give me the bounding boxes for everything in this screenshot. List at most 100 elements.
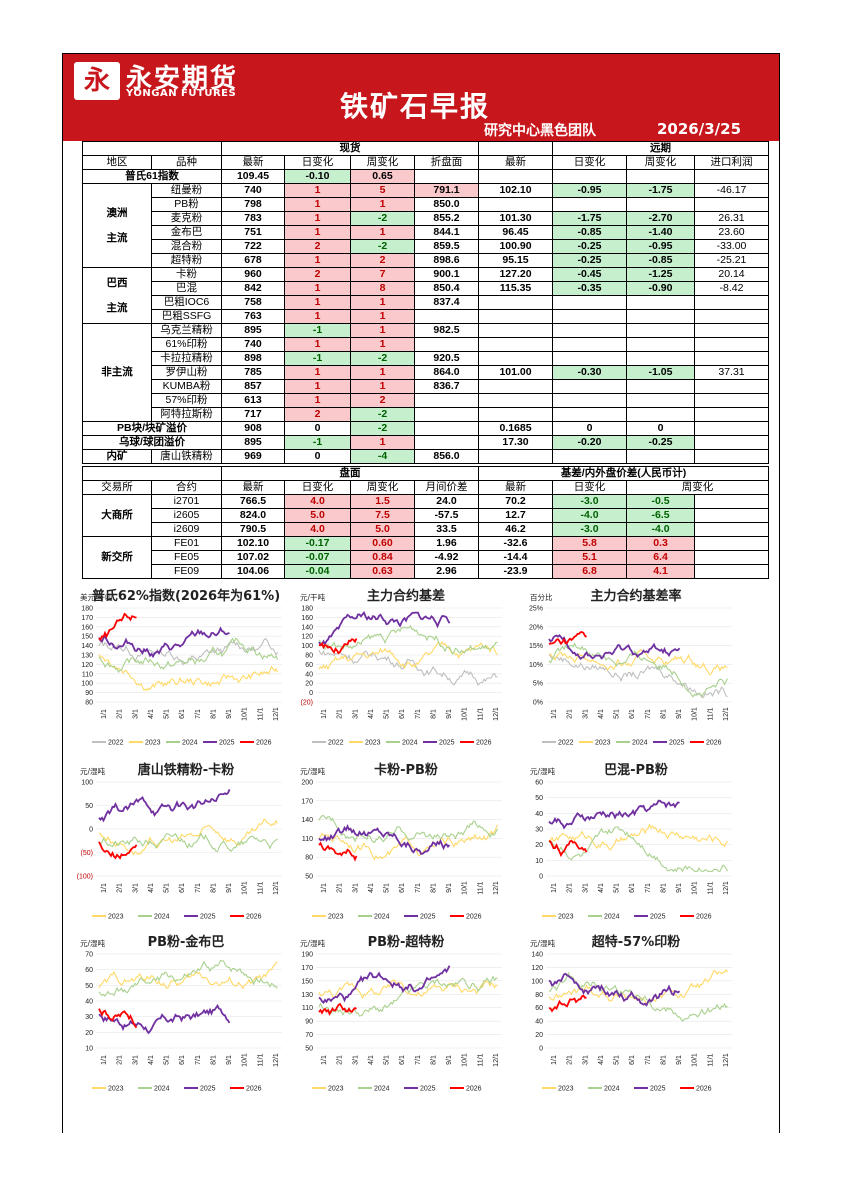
premium-week-change: 1 xyxy=(350,435,415,450)
column-header: 地区 xyxy=(82,155,152,170)
forward-day-change: -0.25 xyxy=(552,253,627,268)
y-tick-label: 0 xyxy=(539,874,543,881)
legend-label: 2025 xyxy=(439,740,455,747)
contract-code: i2605 xyxy=(151,508,222,523)
x-tick-label: 11/1 xyxy=(707,1053,714,1066)
spot-latest: 798 xyxy=(221,197,285,212)
spot-week-change: 1 xyxy=(350,379,415,394)
empty-cell xyxy=(552,449,627,464)
futures-equivalent: 900.1 xyxy=(414,267,479,282)
series-line-2024 xyxy=(318,815,498,844)
series-line-2023 xyxy=(318,640,498,671)
y-tick-label: 70 xyxy=(305,1032,313,1039)
x-tick-label: 1/1 xyxy=(101,883,108,893)
forward-day-change xyxy=(552,393,627,408)
futures-equivalent: 850.0 xyxy=(414,197,479,212)
season-chart: 卡粉-PB粉 元/湿吨 200 170 140 110 80 50 1/1 2/1 3/1 4/1 5/… xyxy=(286,760,506,928)
y-tick-label: 120 xyxy=(301,634,313,641)
forward-latest xyxy=(478,323,553,338)
forward-latest xyxy=(478,197,553,212)
spot-day-change: 1 xyxy=(284,337,351,352)
premium-forward-day: -0.20 xyxy=(552,435,627,450)
futures-week-change: 7.5 xyxy=(350,508,415,523)
x-tick-label: 6/1 xyxy=(629,709,636,719)
spot-price-table: 现货 远期 地区 品种 最新 日变化 周变化 折盘面 最新 日变化 周变化 进口利润 普氏61指数 109… xyxy=(82,141,770,464)
product-name: 57%印粉 xyxy=(151,393,222,408)
spot-latest: 678 xyxy=(221,253,285,268)
x-tick-label: 2/1 xyxy=(337,709,344,719)
futures-latest: 766.5 xyxy=(221,494,285,509)
y-tick-label: 180 xyxy=(301,606,313,613)
series-line-2023 xyxy=(318,824,499,861)
premium-label: 乌球/球团溢价 xyxy=(82,435,222,450)
x-tick-label: 1/1 xyxy=(321,1055,328,1065)
empty-cell xyxy=(693,564,770,579)
futures-latest: 102.10 xyxy=(221,536,285,551)
x-tick-label: 12/1 xyxy=(273,1053,280,1067)
y-tick-label: 30 xyxy=(85,1014,93,1021)
table-row: i2609 790.5 4.0 5.0 33.5 46.2 -3.0 -4.0 xyxy=(83,522,770,537)
x-tick-label: 9/1 xyxy=(226,1055,233,1065)
brand-name-en: YONGAN FUTURES xyxy=(126,88,237,99)
x-tick-label: 6/1 xyxy=(629,1055,636,1065)
legend-label: 2023 xyxy=(108,914,124,921)
x-tick-label: 5/1 xyxy=(614,709,621,719)
import-profit: 20.14 xyxy=(693,267,770,282)
x-tick-label: 3/1 xyxy=(132,1055,139,1065)
x-tick-label: 8/1 xyxy=(660,1055,667,1065)
x-tick-label: 6/1 xyxy=(399,883,406,893)
spot-latest: 758 xyxy=(221,295,285,310)
table-row: FE05 107.02 -0.07 0.84 -4.92 -14.4 5.1 6.4 xyxy=(83,550,770,565)
table-row: 盘面 基差/内外盘价差(人民币计) xyxy=(82,466,770,481)
y-tick-label: 60 xyxy=(535,780,543,787)
series-line-2023 xyxy=(318,979,498,1000)
table-row: 巴西 主流 卡粉 960 2 7 900.1 127.20 -0.45 -1.25 20.14 xyxy=(82,267,770,324)
y-tick-label: 40 xyxy=(535,1019,543,1026)
premium-forward-week: -0.25 xyxy=(626,435,695,450)
table-row: 金布巴 751 1 1 844.1 96.45 -0.85 -1.40 23.60 xyxy=(83,225,770,240)
empty-cell xyxy=(693,169,770,184)
chart-svg: 超特-57%印粉 元/湿吨 140 120 100 80 60 40 20 0 1/1 2/1 3/1 4… xyxy=(530,934,732,1093)
empty-cell xyxy=(552,169,627,184)
table-row: 巴粗IOC6 758 1 1 837.4 xyxy=(83,295,770,310)
x-tick-label: 7/1 xyxy=(645,709,652,719)
column-header: 合约 xyxy=(151,480,222,495)
forward-week-change xyxy=(626,323,695,338)
spot-latest: 960 xyxy=(221,267,285,282)
futures-equivalent: 982.5 xyxy=(414,323,479,338)
spot-day-change: 2 xyxy=(284,267,351,282)
forward-day-change xyxy=(552,379,627,394)
empty-cell xyxy=(626,169,695,184)
y-tick-label: 60 xyxy=(535,1005,543,1012)
futures-equivalent xyxy=(414,393,479,408)
chart-title: 普氏62%指数(2026年为61%) xyxy=(92,588,280,604)
forward-day-change: -1.75 xyxy=(552,211,627,226)
basis-day-change: -3.0 xyxy=(552,522,627,537)
x-tick-label: 4/1 xyxy=(368,709,375,719)
table-row: PB块/块矿溢价 908 0 -2 0.1685 0 0 xyxy=(82,421,770,436)
forward-week-change: -0.85 xyxy=(626,253,695,268)
legend-label: 2025 xyxy=(219,740,235,747)
spot-day-change: 2 xyxy=(284,239,351,254)
y-tick-label: 10% xyxy=(529,662,543,669)
chart-title: 主力合约基差率 xyxy=(590,588,681,604)
series-line-2025 xyxy=(548,972,681,1007)
series-line-2025 xyxy=(98,1003,231,1035)
y-tick-label: (100) xyxy=(77,874,93,881)
product-name: 金布巴 xyxy=(151,225,222,240)
table-row: 超特粉 678 1 2 898.6 95.15 -0.25 -0.85 -25.21 xyxy=(83,253,770,268)
y-tick-label: 0 xyxy=(309,690,313,697)
y-tick-label: 140 xyxy=(301,817,313,824)
x-tick-label: 6/1 xyxy=(399,1055,406,1065)
y-tick-label: 60 xyxy=(85,967,93,974)
futures-week-change: 0.84 xyxy=(350,550,415,565)
spot-week-change: 1 xyxy=(350,225,415,240)
spot-day-change: 1 xyxy=(284,379,351,394)
spot-week-change: -2 xyxy=(350,239,415,254)
exchange-name: 新交所 xyxy=(82,536,152,579)
chart-title: PB粉-金布巴 xyxy=(148,934,225,950)
basis-latest: 70.2 xyxy=(478,494,553,509)
x-tick-label: 11/1 xyxy=(707,881,714,894)
y-tick-label: 40 xyxy=(85,999,93,1006)
y-tick-label: 80 xyxy=(85,700,93,707)
